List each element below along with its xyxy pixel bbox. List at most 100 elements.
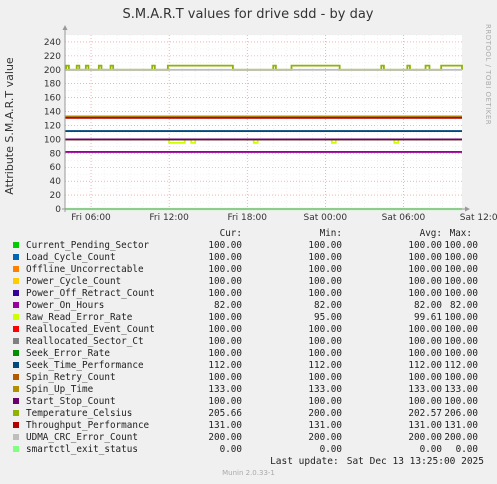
legend-value-min: 100.00 [308,288,342,299]
legend-series-name: Spin_Up_Time [26,384,94,395]
legend-value-min: 100.00 [308,324,342,335]
legend-header-min: Min: [319,228,342,239]
y-axis-label: Attribute S.M.A.R.T value [3,57,16,195]
legend-series-name: Power_On_Hours [26,300,105,311]
y-tick-label: 40 [50,177,62,187]
y-tick-label: 240 [44,38,61,48]
legend-value-avg: 82.00 [414,300,442,311]
legend-header-avg: Avg: [419,228,442,239]
legend-swatch [13,278,19,284]
y-tick-labels: 0 20 40 60 80 100 120 140 160 180 200 220 240 [44,38,61,215]
legend-swatch [13,314,19,320]
legend-row: Reallocated_Sector_Ct 100.00 100.00 100.00 1… [0,336,497,348]
legend-value-min: 100.00 [308,240,342,251]
legend-swatch [13,398,19,404]
legend-value-cur: 100.00 [208,288,242,299]
legend-series-name: Seek_Error_Rate [26,348,110,359]
y-tick-label: 80 [50,149,62,159]
legend-value-max: 100.00 [444,396,478,407]
y-tick-label: 180 [44,80,61,90]
legend-series-name: Load_Cycle_Count [26,252,116,263]
legend-value-max: 200.00 [444,432,478,443]
x-tick-label: Fri 06:00 [71,213,111,223]
chart-title: S.M.A.R.T values for drive sdd - by day [123,7,374,22]
legend-row: Start_Stop_Count 100.00 100.00 100.00 100.00 [0,396,497,408]
y-tick-label: 0 [55,205,61,215]
legend-swatch [13,326,19,332]
legend-value-avg: 100.00 [408,240,442,251]
legend-swatch [13,290,19,296]
plot-area [65,35,462,209]
legend-value-max: 206.00 [444,408,478,419]
legend-row: Spin_Retry_Count 100.00 100.00 100.00 100.00 [0,372,497,384]
legend-value-cur: 0.00 [219,444,242,455]
legend-value-cur: 100.00 [208,240,242,251]
legend-value-min: 200.00 [308,432,342,443]
legend-swatch [13,374,19,380]
legend-value-avg: 100.00 [408,348,442,359]
legend-value-min: 112.00 [308,360,342,371]
legend-swatch [13,302,19,308]
legend-value-min: 100.00 [308,276,342,287]
legend-value-cur: 100.00 [208,396,242,407]
legend-value-cur: 100.00 [208,276,242,287]
axes [62,25,470,212]
y-tick-label: 100 [44,135,61,145]
legend-row: Throughput_Performance 131.00 131.00 131.00… [0,420,497,432]
legend-value-cur: 100.00 [208,372,242,383]
legend-row: Offline_Uncorrectable 100.00 100.00 100.00 1… [0,264,497,276]
legend-swatch [13,434,19,440]
series-lines [65,64,463,211]
legend-row: Temperature_Celsius 205.66 200.00 202.57 206… [0,408,497,420]
legend-value-avg: 100.00 [408,252,442,263]
y-tick-label: 60 [50,163,62,173]
legend-row: Load_Cycle_Count 100.00 100.00 100.00 100.00 [0,252,497,264]
y-tick-label: 160 [44,94,61,104]
y-tick-label: 220 [44,52,61,62]
legend-swatch [13,422,19,428]
legend-row: smartctl_exit_status 0.00 0.00 0.00 0.00 [0,444,497,456]
legend-value-max: 100.00 [444,276,478,287]
legend-value-cur: 200.00 [208,432,242,443]
legend-value-max: 100.00 [444,240,478,251]
legend-value-max: 133.00 [444,384,478,395]
y-tick-label: 140 [44,108,61,118]
legend-series-name: Spin_Retry_Count [26,372,116,383]
legend-value-cur: 100.00 [208,252,242,263]
legend-series-name: Temperature_Celsius [26,408,133,419]
legend-row: Raw_Read_Error_Rate 100.00 95.00 99.61 100.0… [0,312,497,324]
legend-value-avg: 100.00 [408,336,442,347]
legend-value-min: 131.00 [308,420,342,431]
x-tick-labels: Fri 06:00 Fri 12:00 Fri 18:00 Sat 00:00 Sat … [71,213,497,223]
legend-row: Seek_Time_Performance 112.00 112.00 112.00 1… [0,360,497,372]
legend-value-cur: 112.00 [208,360,242,371]
legend-value-min: 100.00 [308,336,342,347]
legend-row: UDMA_CRC_Error_Count 200.00 200.00 200.00 20… [0,432,497,444]
legend-row: Power_On_Hours 82.00 82.00 82.00 82.00 [0,300,497,312]
legend-value-max: 100.00 [444,312,478,323]
legend-value-avg: 100.00 [408,324,442,335]
legend-value-cur: 100.00 [208,312,242,323]
legend-value-min: 200.00 [308,408,342,419]
grid [64,34,462,209]
legend-value-max: 100.00 [444,336,478,347]
legend-row: Current_Pending_Sector 100.00 100.00 100.00… [0,240,497,252]
x-tick-label: Sat 06:00 [382,213,426,223]
legend-series-name: Power_Off_Retract_Count [26,288,155,299]
x-tick-label: Fri 12:00 [149,213,189,223]
legend-value-min: 100.00 [308,396,342,407]
legend-value-max: 100.00 [444,348,478,359]
legend-swatch [13,338,19,344]
x-tick-label: Fri 18:00 [227,213,267,223]
legend-row: Seek_Error_Rate 100.00 100.00 100.00 100.00 [0,348,497,360]
legend-value-avg: 131.00 [408,420,442,431]
legend-series-name: smartctl_exit_status [26,444,138,455]
legend-value-avg: 202.57 [408,408,442,419]
legend-series-name: Raw_Read_Error_Rate [26,312,133,323]
legend-series-name: Current_Pending_Sector [26,240,150,251]
legend-swatch [13,254,19,260]
legend-row: Power_Off_Retract_Count 100.00 100.00 100.0… [0,288,497,300]
last-update-value: Sat Dec 13 13:25:00 2025 [346,456,484,467]
legend-value-avg: 100.00 [408,264,442,275]
